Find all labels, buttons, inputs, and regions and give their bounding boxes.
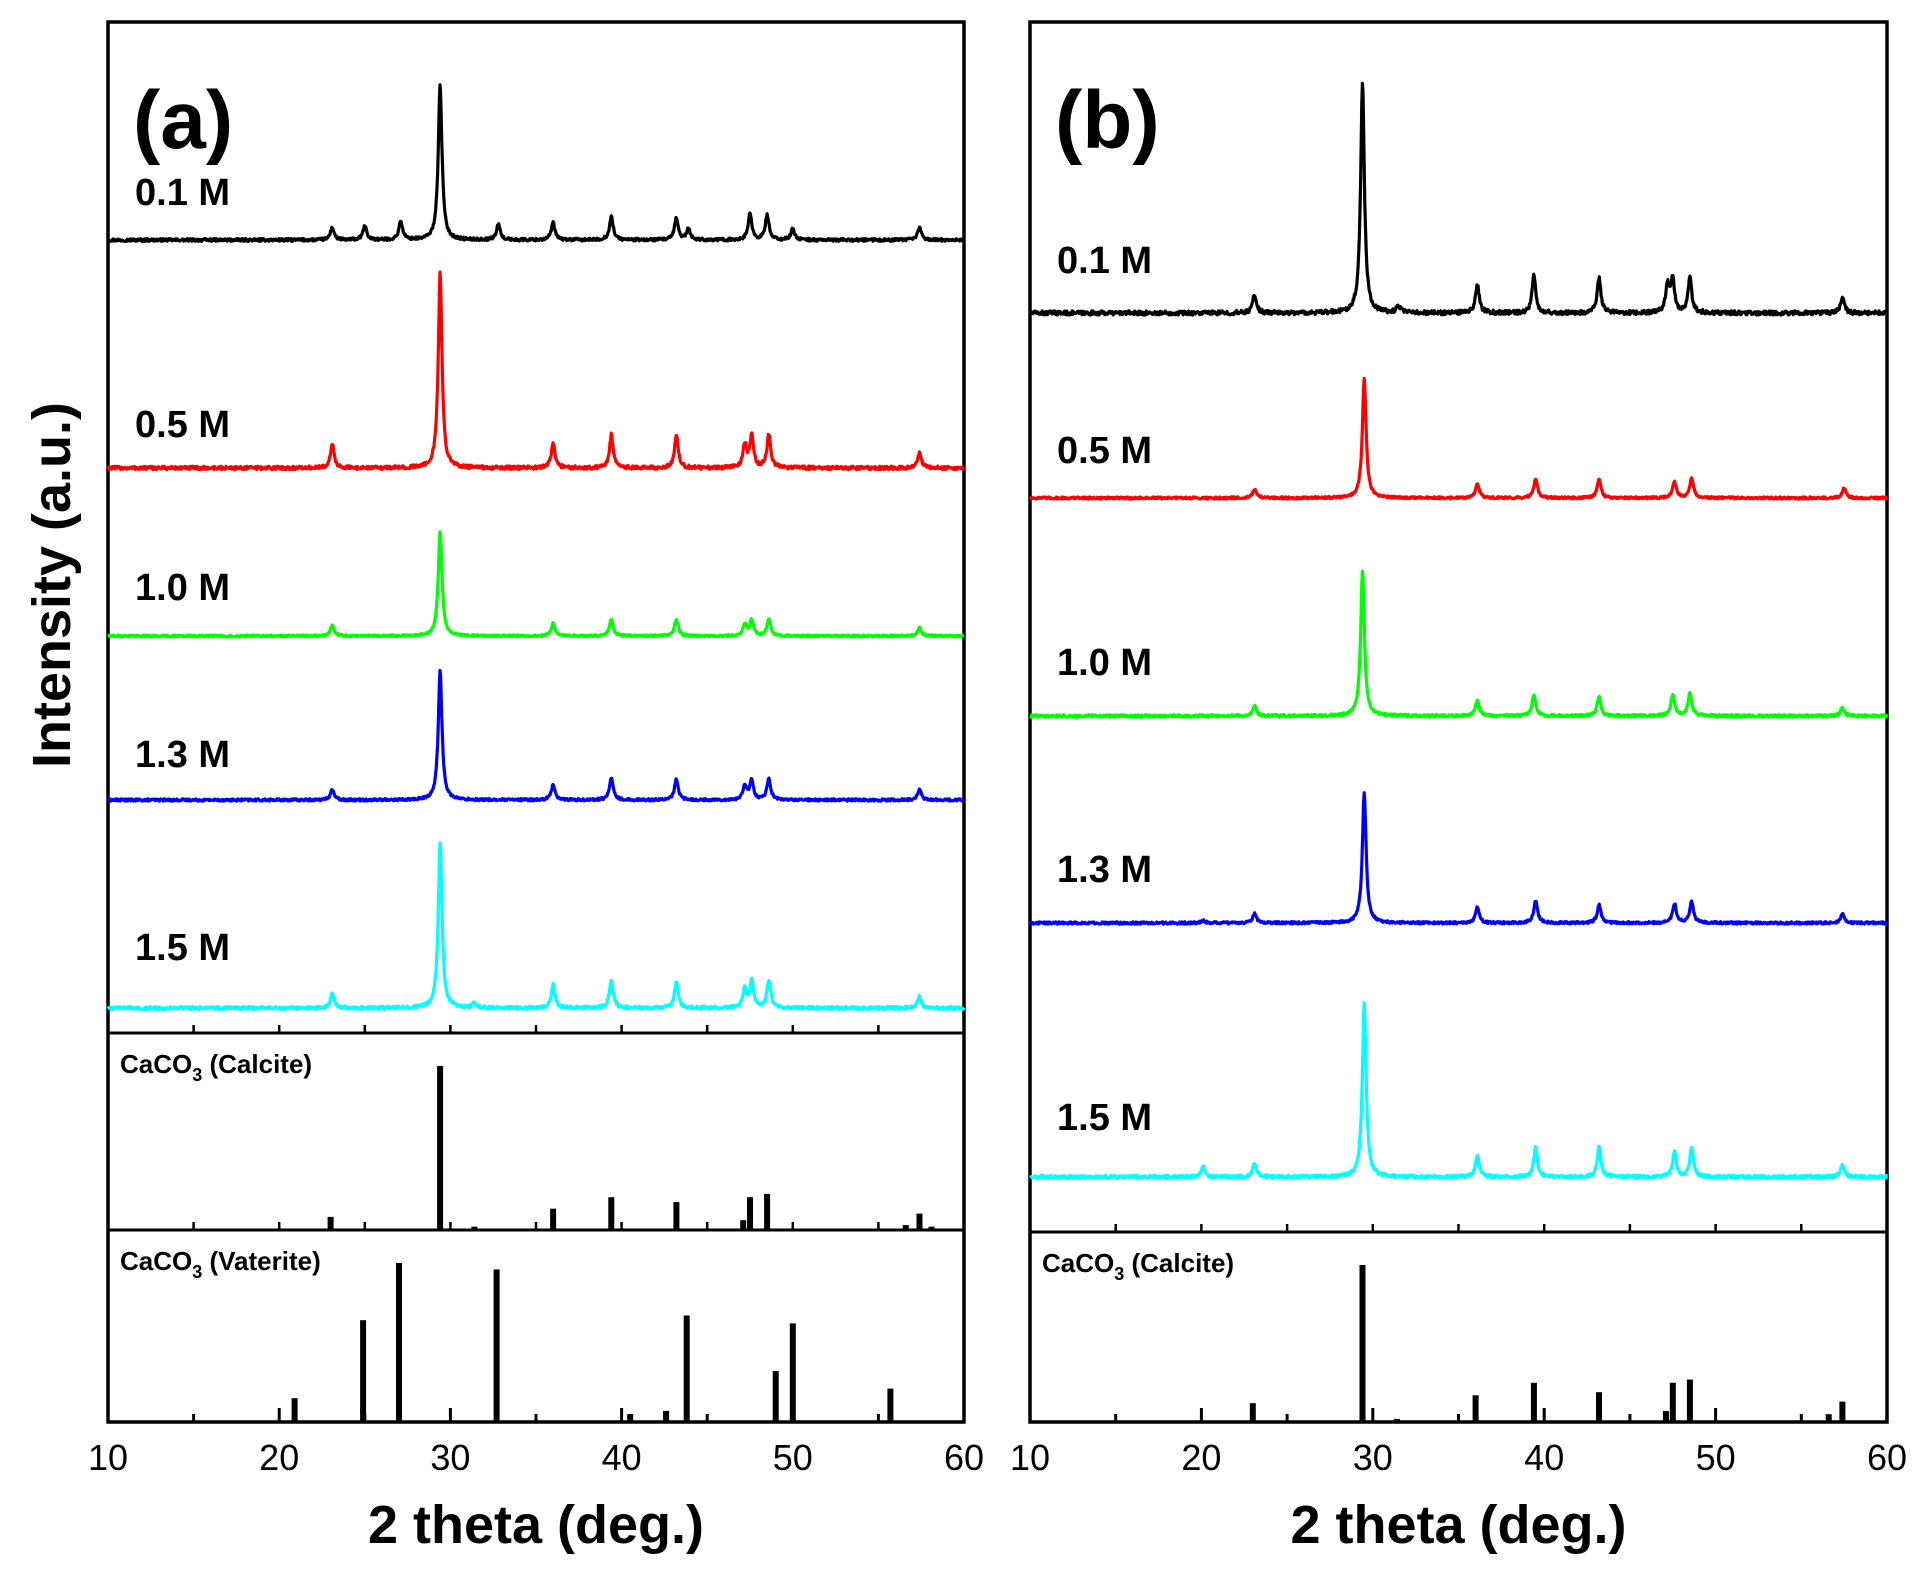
x-tick-label: 30 — [1353, 1437, 1393, 1478]
reference-stick — [740, 1220, 747, 1230]
reference-stick — [291, 1398, 298, 1422]
series-label: 1.5 M — [135, 927, 230, 969]
xrd-series-line — [1028, 81, 1888, 317]
xrd-series-line — [107, 530, 965, 639]
panel-a: (a) 0.1 M 0.5 M 1.0 M 1.3 M 1.5 M CaCO3 (Calci… — [88, 20, 984, 1555]
x-tick-label: 60 — [944, 1437, 984, 1478]
reference-stick — [887, 1388, 894, 1422]
xrd-series-line — [1029, 1001, 1889, 1181]
x-tick-label: 40 — [1524, 1437, 1564, 1478]
x-axis-label: 2 theta (deg.) — [368, 1495, 704, 1555]
reference-stick — [360, 1320, 367, 1422]
series-label: 1.5 M — [1057, 1097, 1152, 1139]
xrd-series-line — [106, 841, 966, 1011]
x-tick-label: 50 — [1696, 1437, 1736, 1478]
series-label: 0.5 M — [135, 404, 230, 446]
series-label: 1.3 M — [1057, 849, 1152, 891]
reference-stick — [608, 1197, 615, 1230]
reference-stick — [789, 1323, 796, 1422]
series-label: 1.0 M — [1057, 642, 1152, 684]
reference-stick — [627, 1414, 634, 1422]
reference-stick — [327, 1216, 334, 1230]
reference-label: CaCO3 (Calcite) — [1042, 1248, 1234, 1284]
reference-stick — [1359, 1265, 1366, 1422]
reference-stick — [764, 1193, 771, 1230]
reference-stick — [1825, 1414, 1832, 1423]
reference-stick — [396, 1263, 402, 1422]
reference-stick — [550, 1208, 557, 1230]
reference-label: CaCO3 (Vaterite) — [120, 1246, 321, 1282]
series-label: 0.1 M — [1057, 240, 1152, 282]
reference-stick — [437, 1066, 444, 1230]
panel-label: (b) — [1055, 75, 1160, 166]
reference-stick — [1669, 1382, 1676, 1423]
panel-b: (b) 0.1 M 0.5 M 1.0 M 1.3 M 1.5 M CaCO3 (Calci… — [1010, 20, 1907, 1555]
reference-stick — [1249, 1403, 1256, 1422]
x-tick-label: 60 — [1867, 1437, 1907, 1478]
reference-stick — [1393, 1418, 1400, 1422]
xrd-series-line — [106, 668, 965, 803]
reference-stick — [683, 1315, 690, 1422]
xrd-series-line — [1029, 569, 1889, 719]
reference-stick — [1662, 1411, 1669, 1422]
series-label: 0.1 M — [135, 172, 230, 214]
reference-stick — [1472, 1395, 1479, 1422]
x-tick-label: 10 — [1010, 1437, 1050, 1478]
panel-label: (a) — [133, 75, 233, 166]
x-tick-label: 30 — [430, 1437, 470, 1478]
series-label: 0.5 M — [1057, 430, 1152, 472]
reference-label: CaCO3 (Calcite) — [120, 1049, 312, 1085]
xrd-series-line — [106, 83, 966, 243]
xrd-series-line — [1028, 791, 1888, 926]
x-tick-label: 40 — [602, 1437, 642, 1478]
reference-stick — [772, 1371, 779, 1422]
x-tick-label: 20 — [1181, 1437, 1221, 1478]
reference-stick — [1596, 1392, 1602, 1422]
series-label: 1.0 M — [135, 567, 230, 609]
reference-stick — [747, 1197, 753, 1230]
x-tick-label: 50 — [773, 1437, 813, 1478]
reference-stick — [1839, 1401, 1846, 1422]
x-tick-label: 10 — [88, 1437, 128, 1478]
reference-stick — [1686, 1379, 1693, 1422]
reference-stick — [902, 1225, 909, 1230]
reference-stick — [916, 1213, 923, 1230]
x-tick-label: 20 — [259, 1437, 299, 1478]
xrd-series-line — [1028, 376, 1889, 501]
x-axis-label: 2 theta (deg.) — [1290, 1495, 1626, 1555]
reference-stick — [673, 1202, 680, 1230]
xrd-series-line — [106, 270, 966, 472]
reference-stick — [928, 1226, 935, 1230]
y-axis-label: Intensity (a.u.) — [22, 402, 82, 768]
reference-stick — [1530, 1382, 1537, 1423]
reference-stick — [493, 1269, 500, 1422]
reference-stick — [663, 1410, 670, 1422]
series-label: 1.3 M — [135, 734, 230, 776]
reference-stick — [471, 1226, 478, 1230]
